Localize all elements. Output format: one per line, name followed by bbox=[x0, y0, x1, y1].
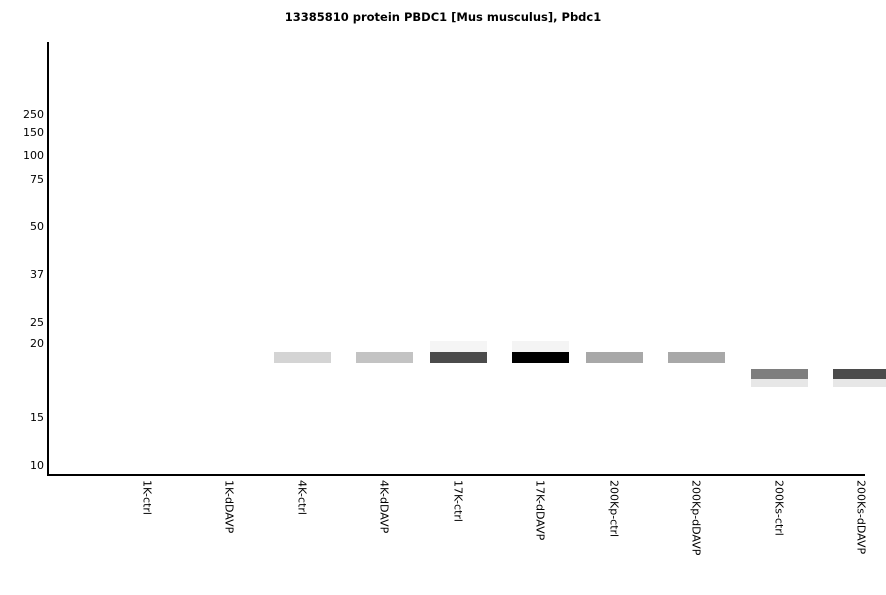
y-tick-label: 25 bbox=[30, 316, 44, 329]
lane-plot-area bbox=[49, 42, 886, 474]
y-tick-label: 50 bbox=[30, 220, 44, 233]
x-tick-label: 4K-ctrl bbox=[295, 480, 309, 515]
blot-band bbox=[355, 352, 413, 364]
blot-lane[interactable] bbox=[832, 42, 886, 474]
blot-band bbox=[750, 369, 808, 380]
x-tick-label: 200Kp-dDAVP bbox=[689, 480, 703, 556]
blot-band bbox=[429, 340, 487, 353]
y-tick-label: 250 bbox=[23, 108, 44, 121]
chart-title: 13385810 protein PBDC1 [Mus musculus], P… bbox=[284, 10, 602, 24]
x-tick-label: 200Ks-ctrl bbox=[772, 480, 786, 536]
x-tick-label: 200Kp-ctrl bbox=[607, 480, 621, 538]
x-tick-label-slot: 17K-ctrl bbox=[451, 478, 465, 593]
blot-lane[interactable] bbox=[429, 42, 487, 474]
blot-lane[interactable] bbox=[201, 42, 258, 474]
y-tick-label: 10 bbox=[30, 459, 44, 472]
x-tick-label: 200Ks-dDAVP bbox=[854, 480, 868, 555]
blot-lane[interactable] bbox=[750, 42, 808, 474]
x-tick-label-slot: 200Ks-dDAVP bbox=[854, 478, 868, 593]
x-tick-label-slot: 200Kp-ctrl bbox=[607, 478, 621, 593]
x-tick-label-slot: 1K-dDAVP bbox=[222, 478, 236, 593]
blot-band bbox=[832, 379, 886, 388]
y-axis-tick-labels: 250 150 100 75 50 37 25 20 15 10 bbox=[0, 0, 47, 595]
blot-band bbox=[273, 352, 331, 364]
blot-lane[interactable] bbox=[585, 42, 643, 474]
blot-lane[interactable] bbox=[667, 42, 725, 474]
y-tick-label: 20 bbox=[30, 337, 44, 350]
blot-band bbox=[429, 352, 487, 364]
blot-band bbox=[667, 352, 725, 364]
y-axis-line bbox=[47, 42, 49, 476]
x-tick-label-slot: 4K-ctrl bbox=[295, 478, 309, 593]
x-tick-label: 1K-dDAVP bbox=[222, 480, 236, 534]
x-tick-label: 4K-dDAVP bbox=[377, 480, 391, 534]
y-tick-label: 75 bbox=[30, 173, 44, 186]
blot-band bbox=[511, 352, 569, 364]
x-tick-label-slot: 200Kp-dDAVP bbox=[689, 478, 703, 593]
blot-band bbox=[750, 379, 808, 388]
blot-lane[interactable] bbox=[355, 42, 413, 474]
x-tick-label: 17K-ctrl bbox=[451, 480, 465, 522]
y-tick-label: 100 bbox=[23, 149, 44, 162]
blot-band bbox=[585, 352, 643, 364]
blot-lane[interactable] bbox=[273, 42, 331, 474]
blot-lane[interactable] bbox=[119, 42, 176, 474]
blot-lane[interactable] bbox=[511, 42, 569, 474]
x-tick-label: 17K-dDAVP bbox=[533, 480, 547, 541]
blot-band bbox=[832, 369, 886, 380]
x-tick-label-slot: 17K-dDAVP bbox=[533, 478, 547, 593]
x-axis-line bbox=[47, 474, 865, 476]
y-tick-label: 150 bbox=[23, 126, 44, 139]
blot-band bbox=[511, 340, 569, 353]
x-tick-label-slot: 1K-ctrl bbox=[140, 478, 154, 593]
y-tick-label: 15 bbox=[30, 411, 44, 424]
x-tick-label-slot: 200Ks-ctrl bbox=[772, 478, 786, 593]
y-tick-label: 37 bbox=[30, 268, 44, 281]
x-tick-label: 1K-ctrl bbox=[140, 480, 154, 515]
x-axis-tick-labels: 1K-ctrl 1K-dDAVP 4K-ctrl 4K-dDAVP 17K-ctrl 17… bbox=[49, 478, 868, 595]
x-tick-label-slot: 4K-dDAVP bbox=[377, 478, 391, 593]
